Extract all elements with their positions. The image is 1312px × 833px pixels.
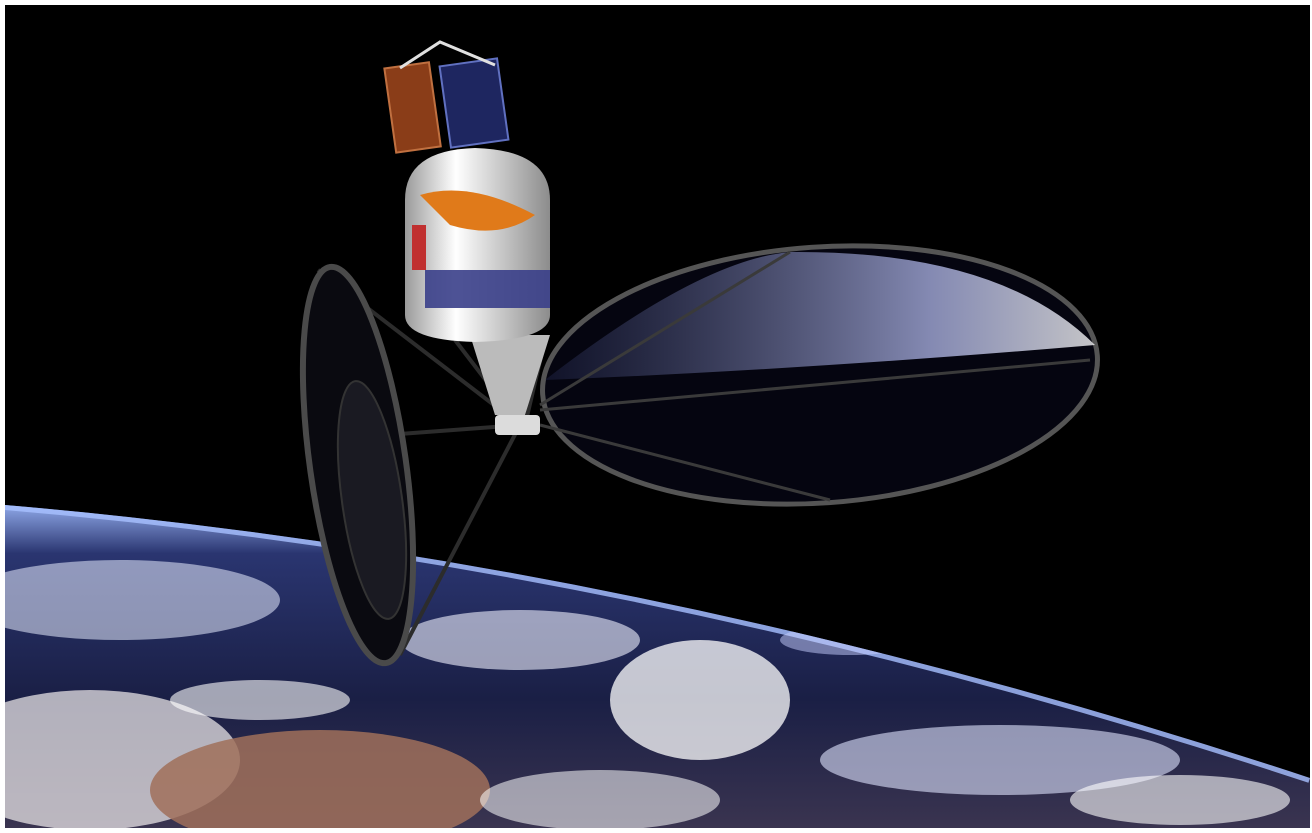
body-flag bbox=[412, 225, 426, 270]
body-band bbox=[425, 270, 550, 308]
right-dish-struts bbox=[539, 250, 1091, 502]
body bbox=[405, 148, 550, 342]
top-frame bbox=[399, 40, 496, 70]
hub bbox=[495, 415, 540, 435]
left-dish-inner bbox=[336, 380, 408, 620]
body-emblem bbox=[420, 190, 535, 231]
right-dish-mesh bbox=[545, 251, 1095, 380]
satellite bbox=[299, 40, 1100, 667]
clouds bbox=[5, 505, 1310, 828]
solar-panel bbox=[438, 57, 510, 149]
earth bbox=[5, 505, 1310, 828]
adapter bbox=[470, 335, 550, 415]
